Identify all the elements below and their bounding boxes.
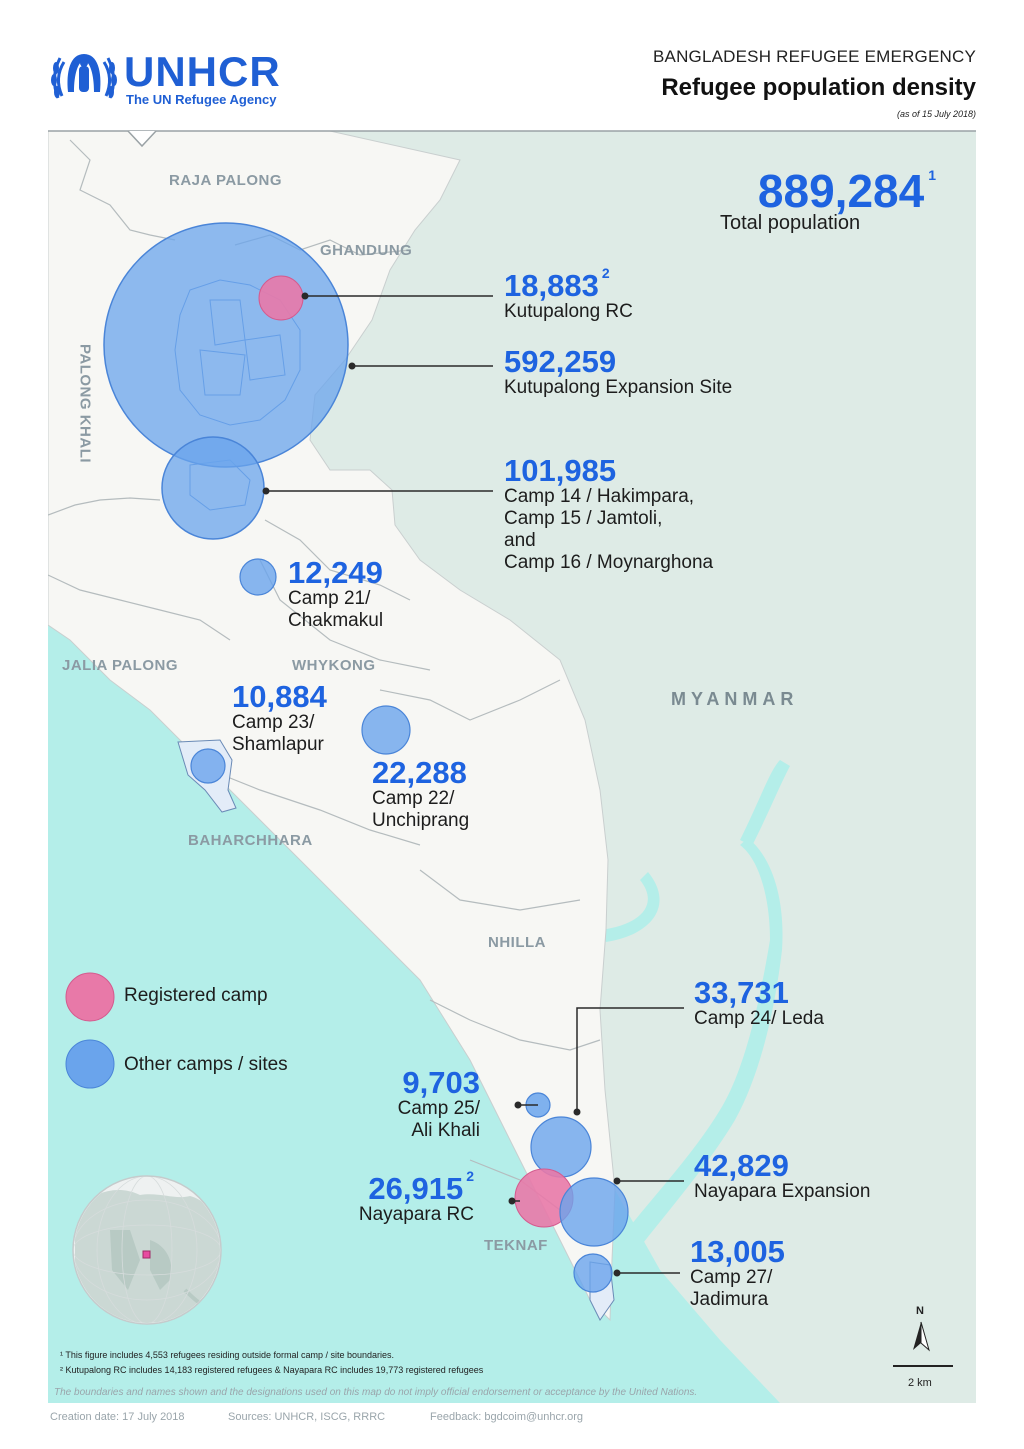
camp-name: Nayapara Expansion bbox=[694, 1181, 871, 1202]
area-label-nhilla: NHILLA bbox=[488, 934, 546, 951]
camp-circle-camp14-16 bbox=[161, 436, 265, 540]
sources: Sources: UNHCR, ISCG, RRRC bbox=[228, 1411, 386, 1423]
camp-value: 33,731 bbox=[694, 975, 789, 1010]
camp-label-camp14-16: 101,985 Camp 14 / Hakimpara, Camp 15 / J… bbox=[504, 455, 713, 574]
camp-name-line: Jadimura bbox=[690, 1289, 769, 1310]
area-label-ghandung: GHANDUNG bbox=[320, 242, 413, 259]
disclaimer: The boundaries and names shown and the d… bbox=[54, 1387, 698, 1398]
camp-name-line: Camp 16 / Moynarghona bbox=[504, 552, 714, 573]
camp-value: 22,288 bbox=[372, 755, 467, 790]
area-label-palong-khali: PALONG KHALI bbox=[76, 343, 94, 464]
total-population: 889,284 1 bbox=[758, 168, 936, 214]
creation-date: Creation date: 17 July 2018 bbox=[50, 1411, 185, 1423]
feedback-contact: Feedback: bgdcoim@unhcr.org bbox=[430, 1411, 584, 1423]
camp-value: 26,915 bbox=[368, 1171, 464, 1206]
camp-label-camp25: 9,703 Camp 25/ Ali Khali bbox=[398, 1067, 480, 1142]
footnote-1: ¹ This figure includes 4,553 refugees re… bbox=[60, 1350, 395, 1360]
locator-globe bbox=[72, 1175, 222, 1325]
camp-name: Camp 24/ Leda bbox=[694, 1008, 824, 1029]
camp-name-line: Chakmakul bbox=[288, 610, 384, 631]
camp-label-kutupalong-rc: 18,883 2 Kutupalong RC bbox=[504, 266, 633, 323]
camp-name-line: Shamlapur bbox=[232, 734, 324, 755]
footnote-marker: 1 bbox=[928, 167, 936, 183]
camp-name-line: Camp 21/ bbox=[288, 588, 371, 609]
camp-name: Kutupalong RC bbox=[504, 301, 633, 322]
footnote-marker: 2 bbox=[466, 1168, 474, 1184]
camp-label-camp27: 13,005 Camp 27/ Jadimura bbox=[690, 1236, 785, 1311]
camp-name-line: Unchiprang bbox=[372, 810, 470, 831]
camp-markers bbox=[103, 222, 629, 1321]
logo-wordmark: UNHCR bbox=[124, 48, 281, 95]
camp-circle-camp24 bbox=[530, 1116, 592, 1178]
area-label-teknaf: TEKNAF bbox=[484, 1237, 548, 1254]
camp-name-line: Camp 15 / Jamtoli, bbox=[504, 508, 663, 529]
camp-label-camp24: 33,731 Camp 24/ Leda bbox=[694, 977, 824, 1030]
total-population-label: Total population bbox=[720, 212, 861, 234]
camp-label-camp23: 10,884 Camp 23/ Shamlapur bbox=[232, 681, 327, 756]
area-label-whykong: WHYKONG bbox=[292, 657, 376, 674]
legend-swatch-registered bbox=[65, 972, 115, 1022]
north-arrow-icon bbox=[913, 1321, 930, 1352]
as-of-date: (as of 15 July 2018) bbox=[896, 109, 976, 119]
camp-name-line: Camp 23/ bbox=[232, 712, 315, 733]
legend-label-other: Other camps / sites bbox=[124, 1054, 288, 1075]
camp-circle-kutupalong-expansion bbox=[103, 222, 349, 468]
logo-tagline: The UN Refugee Agency bbox=[126, 92, 277, 107]
camp-name: Kutupalong Expansion Site bbox=[504, 377, 733, 398]
scale-label: 2 km bbox=[908, 1377, 932, 1389]
camp-circle-camp22 bbox=[361, 705, 411, 755]
camp-circle-camp23 bbox=[190, 748, 226, 784]
unhcr-emblem-icon bbox=[51, 54, 117, 99]
camp-name-line: Camp 22/ bbox=[372, 788, 455, 809]
camp-value: 10,884 bbox=[232, 679, 327, 714]
total-population-value: 889,284 1 bbox=[757, 165, 936, 217]
camp-circle-nayapara-expansion bbox=[559, 1177, 629, 1247]
camp-value: 12,249 bbox=[288, 555, 383, 590]
unhcr-logo: UNHCR The UN Refugee Agency bbox=[48, 48, 298, 110]
camp-value: 18,883 bbox=[504, 268, 599, 303]
country-label-myanmar: MYANMAR bbox=[671, 689, 799, 709]
footnote-2: ² Kutupalong RC includes 14,183 register… bbox=[60, 1365, 484, 1375]
river-branch bbox=[600, 872, 660, 942]
camp-label-camp21: 12,249 Camp 21/ Chakmakul bbox=[288, 557, 383, 632]
camp-name-line: and bbox=[504, 530, 536, 551]
camp-name: Nayapara RC bbox=[358, 1204, 474, 1225]
camp-label-kutupalong-expansion: 592,259 Kutupalong Expansion Site bbox=[504, 346, 732, 399]
camp-label-nayapara-expansion: 42,829 Nayapara Expansion bbox=[694, 1150, 870, 1203]
area-label-jalia-palong: JALIA PALONG bbox=[62, 657, 179, 674]
camp-name-line: Ali Khali bbox=[411, 1120, 480, 1141]
river-branch bbox=[740, 760, 790, 846]
camp-name-line: Camp 14 / Hakimpara, bbox=[504, 486, 695, 507]
camp-circle-camp21 bbox=[239, 558, 277, 596]
legend-swatch-other bbox=[65, 1039, 115, 1089]
camp-value: 13,005 bbox=[690, 1234, 785, 1269]
footnote-marker: 2 bbox=[601, 265, 610, 281]
camp-name-line: Camp 27/ bbox=[690, 1267, 773, 1288]
camp-value: 9,703 bbox=[402, 1065, 480, 1100]
camp-label-nayapara-rc: 26,915 2 Nayapara RC bbox=[358, 1169, 474, 1226]
camp-value: 592,259 bbox=[504, 344, 617, 379]
camp-circle-camp27 bbox=[573, 1253, 613, 1293]
area-label-baharchhara: BAHARCHHARA bbox=[188, 832, 313, 849]
leader-dots bbox=[262, 292, 621, 1277]
camp-value: 42,829 bbox=[694, 1148, 789, 1183]
naf-river bbox=[612, 838, 783, 1403]
report-kicker: BANGLADESH REFUGEE EMERGENCY bbox=[653, 47, 976, 66]
myanmar-land bbox=[310, 131, 976, 1403]
header-notch bbox=[127, 130, 157, 148]
area-label-raja-palong: RAJA PALONG bbox=[169, 172, 283, 189]
locator-marker bbox=[142, 1250, 151, 1259]
legend-label-registered: Registered camp bbox=[124, 985, 268, 1006]
camp-value: 101,985 bbox=[504, 453, 617, 488]
camp-name-line: Camp 25/ bbox=[397, 1098, 480, 1119]
camp-label-camp22: 22,288 Camp 22/ Unchiprang bbox=[372, 757, 469, 832]
page-title: Refugee population density bbox=[661, 74, 976, 101]
north-label: N bbox=[916, 1305, 924, 1317]
leader-lines bbox=[266, 295, 684, 1274]
camp-circle-kutupalong-rc bbox=[258, 275, 304, 321]
